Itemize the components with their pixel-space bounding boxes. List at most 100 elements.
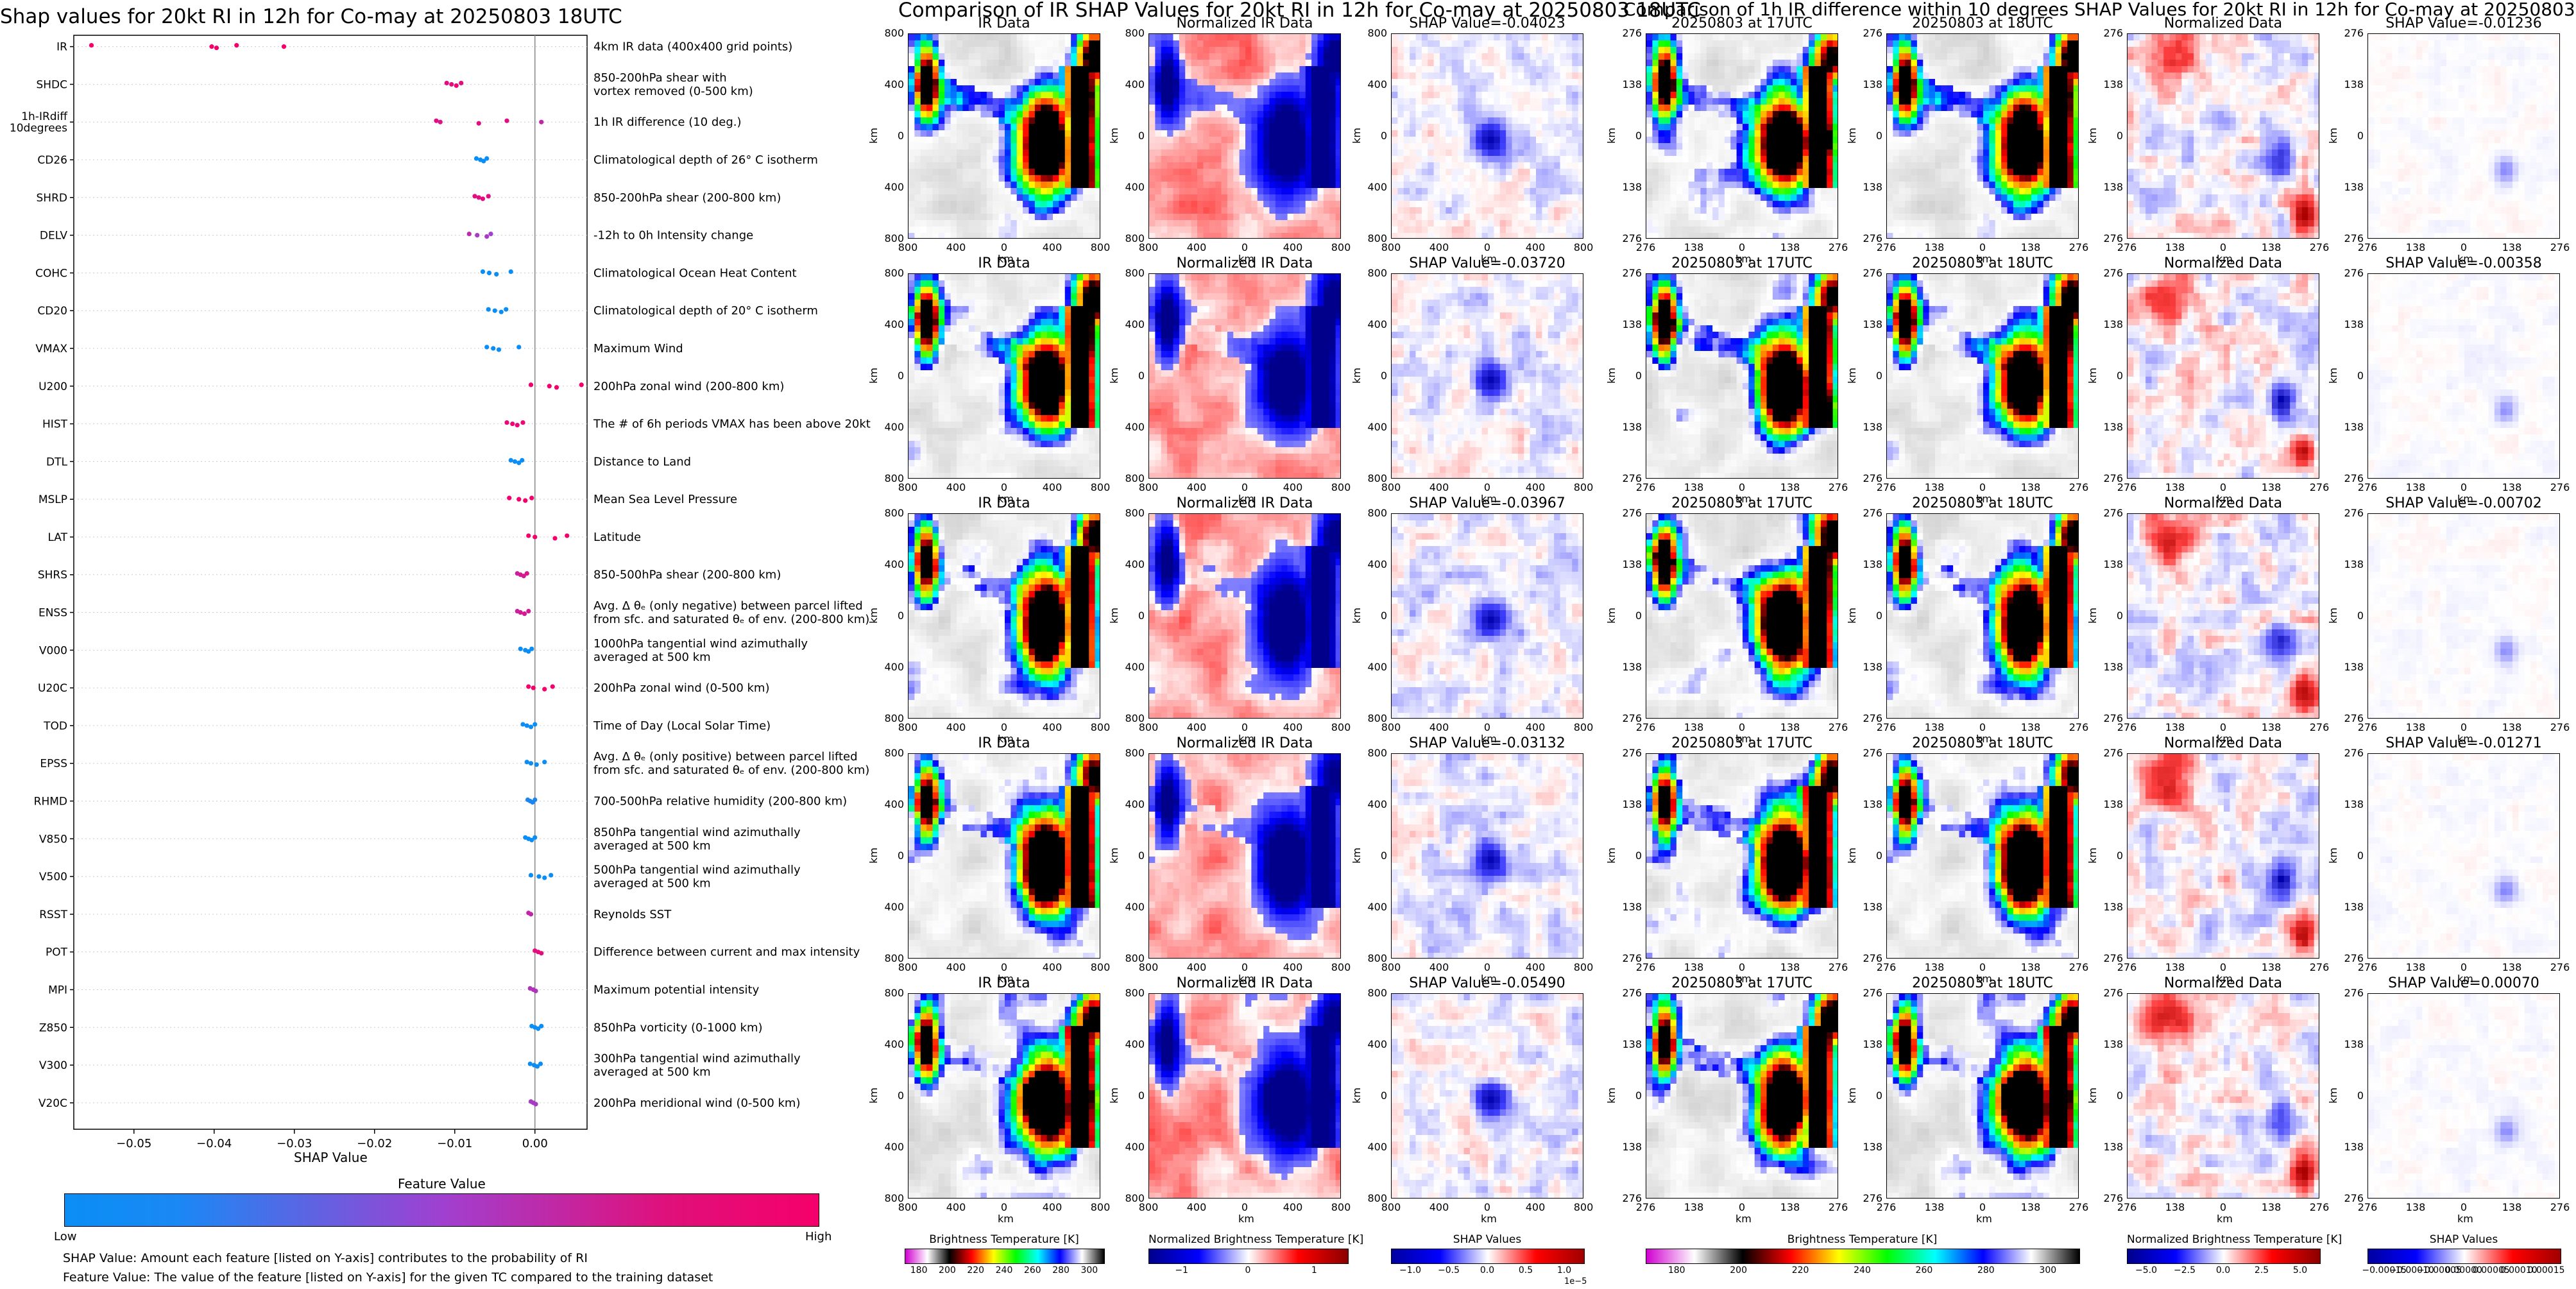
y-tick-label: 0	[1119, 1089, 1145, 1102]
x-tick-label: 276	[2355, 241, 2380, 253]
shap-point	[536, 874, 542, 879]
diff-18utc-panel-title: 20250803 at 18UTC	[1886, 15, 2079, 31]
x-axis-label: km	[1976, 973, 1992, 985]
shap-point	[89, 43, 94, 48]
x-tick-label: 400	[943, 721, 969, 733]
x-tick-label: 400	[1039, 481, 1065, 493]
x-tick-label: 276	[2355, 961, 2380, 973]
colorbar-tick: 2.5	[2242, 1265, 2281, 1276]
y-tick-label: 276	[2097, 507, 2123, 519]
y-tick-label: 138	[2338, 798, 2364, 810]
x-axis-label: km	[1481, 1213, 1497, 1225]
x-axis-label: km	[1481, 733, 1497, 745]
diff-shap-panel-title: SHAP Value=-0.01236	[2367, 15, 2560, 31]
feature-name-label: CD20	[37, 305, 67, 318]
x-tick-label: 0	[1729, 241, 1755, 253]
ir-data-panel-title: IR Data	[908, 255, 1100, 271]
image-field	[2128, 514, 2319, 718]
x-tick-label: 0	[2451, 1201, 2477, 1213]
y-tick-label: 400	[1361, 1038, 1387, 1050]
y-axis-label: km	[1108, 608, 1120, 624]
shap-point	[539, 1023, 544, 1029]
x-tick-label: 138	[1922, 481, 1947, 493]
x-tick-label: 800	[1378, 721, 1404, 733]
x-tick-label: 0	[991, 241, 1017, 253]
y-tick-label: 138	[1616, 901, 1642, 913]
shap-point	[520, 457, 525, 463]
x-axis-label: km	[2217, 1213, 2233, 1225]
ir-data-panel	[908, 273, 1100, 479]
y-tick-label: 276	[1857, 987, 1882, 999]
y-tick-label: 800	[878, 27, 904, 39]
feature-name-label: U200	[38, 380, 67, 393]
ir-shap-colorbar-label: SHAP Values	[1391, 1233, 1583, 1246]
x-axis-label: km	[2457, 733, 2473, 745]
x-tick-label: −0.04	[196, 1137, 232, 1150]
y-axis-label: km	[1108, 368, 1120, 384]
shap-point	[494, 271, 499, 277]
normalized-ir-panel	[1148, 993, 1341, 1199]
feature-description: -12h to 0h Intensity change	[593, 229, 753, 243]
y-tick-label: 0	[878, 1089, 904, 1102]
y-tick-label: 800	[878, 232, 904, 244]
x-tick-label: 0	[2210, 1201, 2236, 1213]
image-field	[908, 274, 1100, 478]
x-tick-label: 800	[1571, 481, 1596, 493]
x-tick-label: 276	[2066, 481, 2092, 493]
x-tick-label: 0	[2210, 721, 2236, 733]
y-tick-label: 276	[2097, 952, 2123, 964]
y-axis-label: km	[2327, 848, 2339, 864]
colorbar-tick: 180	[900, 1265, 938, 1276]
y-tick-label: 138	[2338, 558, 2364, 570]
x-tick-label: 800	[1328, 961, 1354, 973]
y-tick-label: 800	[878, 747, 904, 759]
y-tick-label: 400	[1119, 318, 1145, 330]
shap-point	[480, 196, 486, 201]
x-tick-label: 138	[2403, 721, 2428, 733]
x-tick-label: 0	[1970, 961, 1995, 973]
colorbar-tick: −1	[1163, 1265, 1201, 1276]
image-field	[1392, 274, 1583, 478]
y-tick-label: 0	[1119, 370, 1145, 382]
shap-point	[486, 270, 492, 275]
y-tick-label: 138	[1857, 1038, 1882, 1050]
x-tick-label: 800	[1136, 481, 1161, 493]
shap-point	[520, 420, 525, 425]
image-field	[1149, 994, 1340, 1198]
y-tick-label: 0	[1857, 1089, 1882, 1102]
y-axis-label: km	[867, 1088, 880, 1104]
diff-17utc-panel	[1646, 33, 1838, 239]
x-tick-label: 0	[2210, 481, 2236, 493]
y-tick-label: 800	[878, 987, 904, 999]
diff-shap-colorbar-label: SHAP Values	[2367, 1233, 2560, 1246]
ir-data-panel-title: IR Data	[908, 735, 1100, 751]
x-axis-label: km	[2457, 1213, 2473, 1225]
x-tick-label: 800	[1571, 1201, 1596, 1213]
x-tick-label: 0	[2210, 961, 2236, 973]
shap-point	[459, 80, 464, 86]
y-tick-label: 138	[2338, 318, 2364, 330]
x-axis-label: km	[2217, 493, 2233, 505]
ir-normalized-colorbar	[1148, 1249, 1349, 1264]
feature-description: Maximum Wind	[593, 342, 683, 355]
shap-point	[484, 345, 490, 350]
x-tick-label: 0	[2451, 481, 2477, 493]
y-tick-label: 0	[1119, 610, 1145, 622]
feature-description: Climatological depth of 26° C isotherm	[593, 153, 818, 167]
y-axis-label: km	[867, 848, 880, 864]
y-tick-label: 0	[1616, 1089, 1642, 1102]
y-axis-label: km	[867, 128, 880, 144]
ir-data-panel	[908, 513, 1100, 719]
x-axis-label: km	[1238, 1213, 1254, 1225]
y-tick-label: 276	[1616, 232, 1642, 244]
feature-description: Distance to Land	[593, 455, 691, 468]
x-tick-label: 276	[2114, 961, 2140, 973]
ir-shap-panel-title: SHAP Value=-0.04023	[1391, 15, 1583, 31]
diff-normalized-colorbar-label: Normalized Brightness Temperature [K]	[2127, 1233, 2342, 1246]
y-tick-label: 138	[1616, 661, 1642, 673]
colorbar-exponent: 1e−5	[1564, 1277, 1587, 1286]
shap-point	[533, 534, 538, 540]
y-tick-label: 276	[2338, 472, 2364, 484]
y-axis-label: km	[1846, 128, 1858, 144]
diff-shap-panel	[2367, 513, 2560, 719]
